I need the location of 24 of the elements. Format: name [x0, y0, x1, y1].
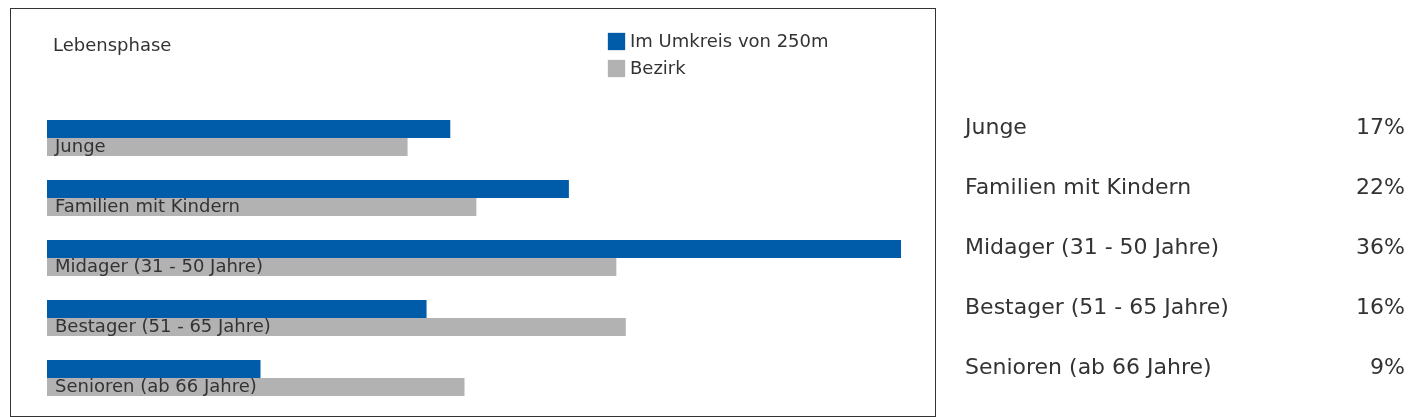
bar	[47, 138, 408, 156]
y-tick-label: Bestager (51 - 65 Jahre)	[965, 294, 1229, 319]
bar	[47, 360, 261, 378]
chart-title: Lebensphase	[53, 34, 172, 55]
data-label: 9%	[1370, 354, 1405, 379]
bar	[47, 240, 901, 258]
y-tick-label: Senioren (ab 66 Jahre)	[965, 354, 1212, 379]
data-label: 22%	[1356, 174, 1405, 199]
bar	[47, 300, 427, 318]
y-tick-label: Midager (31 - 50 Jahre)	[965, 234, 1220, 259]
y-tick-label: Familien mit Kindern	[965, 174, 1192, 199]
legend-label: Bezirk	[630, 56, 687, 78]
category-label: Bestager (51 - 65 Jahre)	[55, 315, 271, 336]
bar	[47, 180, 569, 198]
data-label: 17%	[1356, 114, 1405, 139]
data-label: 16%	[1356, 294, 1405, 319]
bar	[47, 120, 451, 138]
data-label: 36%	[1356, 234, 1405, 259]
category-label: Junge	[55, 135, 106, 156]
legend-label: Im Umkreis von 250m	[630, 29, 829, 51]
category-label: Senioren (ab 66 Jahre)	[55, 375, 257, 396]
y-tick-label: Junge	[963, 114, 1027, 139]
category-label: Midager (31 - 50 Jahre)	[55, 255, 263, 276]
category-label: Familien mit Kindern	[55, 195, 240, 216]
